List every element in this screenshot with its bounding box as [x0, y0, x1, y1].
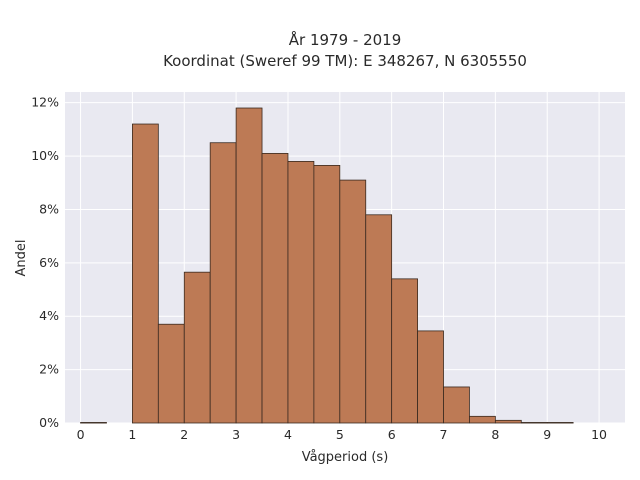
histogram-bar [313, 165, 341, 424]
histogram-bar [494, 419, 522, 424]
histogram-bar [157, 323, 185, 424]
x-tick-label: 9 [543, 427, 551, 442]
histogram-bar [546, 422, 574, 424]
histogram-bar [365, 214, 393, 424]
chart-title: År 1979 - 2019 [289, 30, 402, 49]
y-tick-label: 10% [31, 148, 59, 163]
x-tick-label: 8 [491, 427, 499, 442]
x-tick-label: 2 [180, 427, 188, 442]
histogram-bar [339, 179, 367, 424]
y-tick-label: 8% [39, 201, 59, 216]
histogram-bar [417, 330, 444, 424]
histogram-bar [132, 123, 159, 424]
y-tick-label: 6% [39, 255, 59, 270]
histogram-bar [209, 142, 237, 424]
histogram-bar [520, 422, 548, 424]
y-axis-ticks: 0% 2% 4% 6% 8% 10% 12% [31, 95, 59, 430]
histogram-bar [469, 415, 496, 424]
x-tick-label: 5 [336, 427, 344, 442]
bars [80, 107, 574, 424]
chart-subtitle: Koordinat (Sweref 99 TM): E 348267, N 63… [163, 52, 527, 70]
x-axis-label: Vågperiod (s) [302, 450, 389, 465]
x-tick-label: 6 [388, 427, 396, 442]
x-tick-label: 1 [128, 427, 136, 442]
histogram-bar [261, 152, 289, 424]
histogram-bar [235, 107, 263, 424]
y-tick-label: 12% [31, 95, 59, 110]
x-tick-label: 7 [440, 427, 448, 442]
y-axis-label: Andel [14, 240, 29, 277]
x-tick-label: 0 [77, 427, 85, 442]
y-tick-label: 2% [39, 362, 59, 377]
histogram-bar [183, 271, 211, 424]
histogram-bar [287, 161, 315, 424]
x-tick-label: 10 [591, 427, 607, 442]
histogram-bar [80, 422, 107, 424]
x-tick-label: 4 [284, 427, 292, 442]
x-tick-label: 3 [232, 427, 240, 442]
histogram-bar [391, 278, 418, 424]
y-tick-label: 0% [39, 415, 59, 430]
histogram-bar [443, 386, 470, 424]
x-axis-ticks: 0 1 2 3 4 5 6 7 8 9 10 [77, 427, 607, 442]
y-tick-label: 4% [39, 308, 59, 323]
